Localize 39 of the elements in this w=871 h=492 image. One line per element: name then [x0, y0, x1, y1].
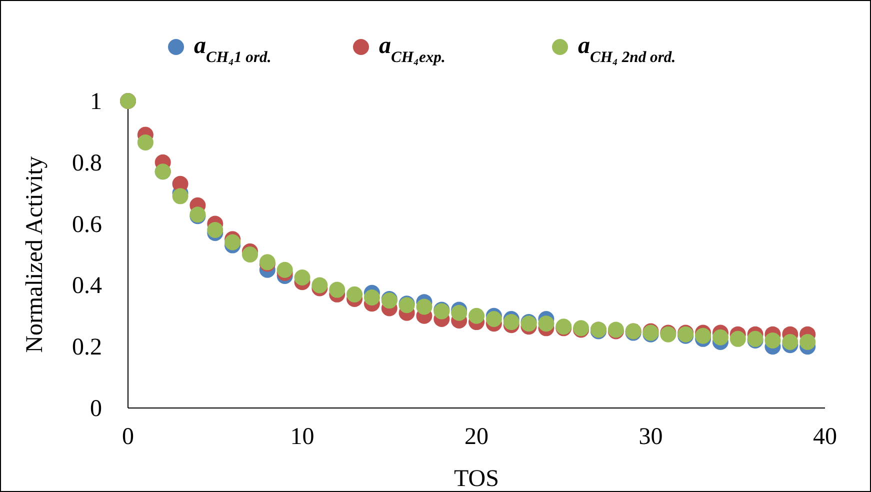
point — [451, 304, 468, 321]
point — [364, 289, 380, 306]
legend-label: a$_{CH₄exp.}$ — [379, 33, 446, 66]
x-axis-title: TOS — [454, 466, 499, 492]
x-tick-label: 40 — [813, 424, 837, 450]
point — [137, 134, 154, 150]
point — [224, 234, 241, 250]
point — [172, 188, 188, 204]
legend-label: a$_{CH₄ 2nd ord.}$ — [578, 33, 676, 66]
x-tick-label: 0 — [122, 424, 134, 450]
y-tick-label: 0.4 — [72, 273, 102, 300]
y-tick-label: 0.2 — [72, 334, 102, 361]
y-tick-label: 0 — [90, 396, 102, 422]
y-tick-label: 0.6 — [72, 212, 102, 238]
point — [276, 262, 293, 278]
point — [695, 328, 712, 344]
point — [730, 330, 746, 347]
point — [416, 298, 432, 315]
point — [329, 282, 346, 298]
point — [346, 286, 363, 302]
point — [503, 314, 520, 330]
y-tick-label: 0.8 — [72, 150, 102, 176]
point — [764, 332, 781, 348]
x-tick-label: 20 — [464, 424, 488, 450]
legend-label: a$_{CH₄1 ord.}$ — [194, 33, 272, 66]
point — [712, 329, 728, 346]
point — [538, 316, 554, 332]
point — [782, 334, 798, 350]
x-tick-label: 30 — [638, 424, 663, 450]
y-axis-title: Normalized Activity — [22, 156, 48, 353]
y-tick-label: 1 — [90, 89, 102, 115]
point — [800, 334, 816, 350]
point — [468, 308, 484, 324]
point — [207, 222, 224, 238]
point — [312, 277, 328, 294]
point — [486, 310, 502, 327]
x-tick-label: 10 — [290, 424, 314, 450]
point — [294, 270, 310, 286]
point — [242, 246, 258, 262]
